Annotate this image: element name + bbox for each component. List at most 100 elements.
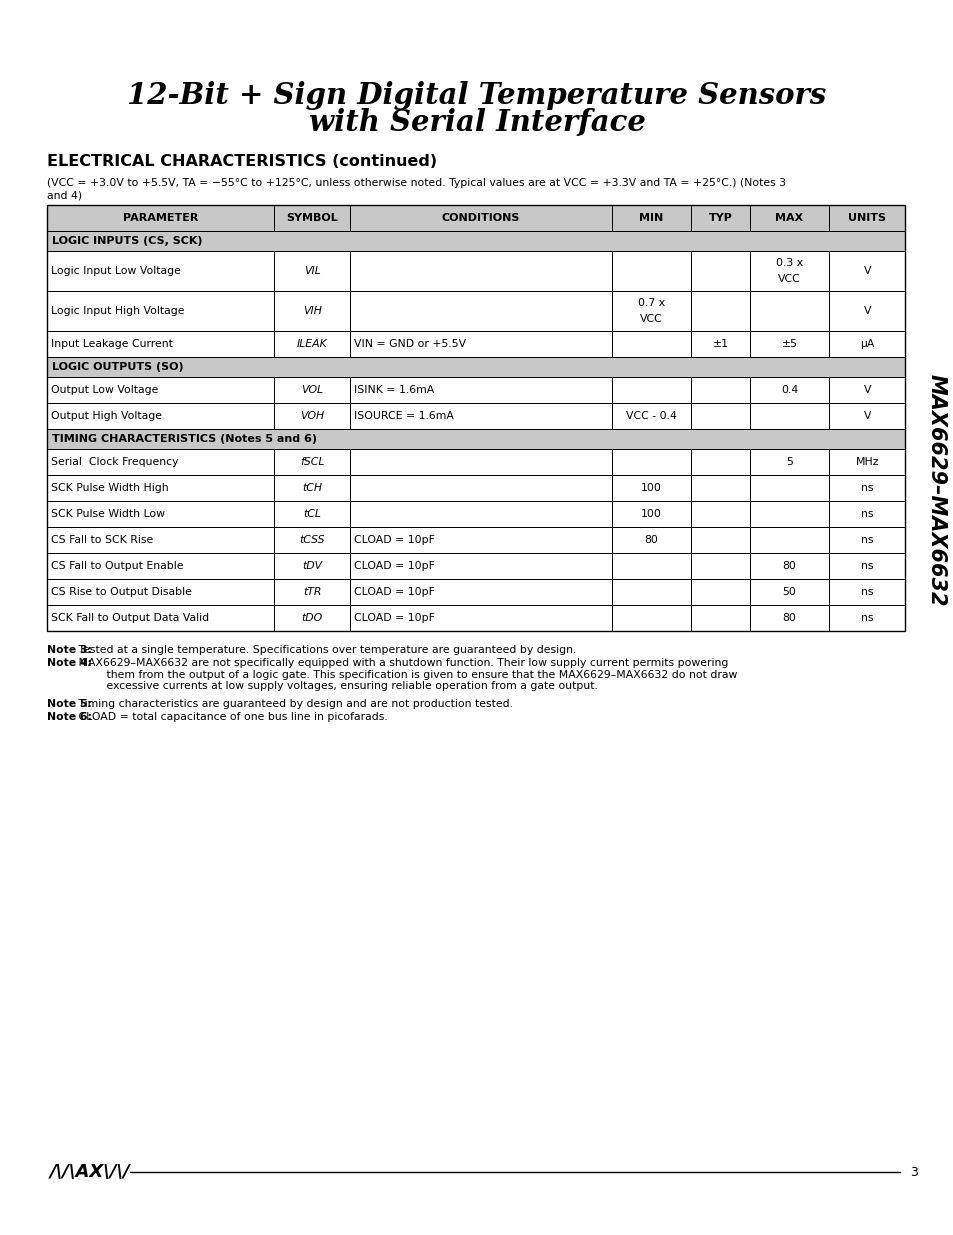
Bar	[691, 450, 749, 475]
Text: 100: 100	[640, 483, 661, 493]
Bar	[350, 205, 611, 231]
Bar	[274, 403, 350, 429]
Bar	[691, 403, 749, 429]
Text: 3: 3	[909, 1166, 917, 1178]
Text: CLOAD = total capacitance of one bus line in picofarads.: CLOAD = total capacitance of one bus lin…	[75, 713, 388, 722]
Text: 80: 80	[781, 613, 796, 622]
Text: 50: 50	[781, 587, 796, 597]
Bar	[47, 357, 904, 377]
Bar	[691, 605, 749, 631]
Text: Logic Input Low Voltage: Logic Input Low Voltage	[51, 266, 181, 275]
Text: tCSS: tCSS	[299, 535, 325, 545]
Bar	[611, 553, 691, 579]
Text: (VCC = +3.0V to +5.5V, TA = −55°C to +125°C, unless otherwise noted. Typical val: (VCC = +3.0V to +5.5V, TA = −55°C to +12…	[47, 178, 785, 188]
Bar	[828, 527, 904, 553]
Bar	[350, 527, 611, 553]
Text: SYMBOL: SYMBOL	[286, 212, 337, 224]
Text: Note 4:: Note 4:	[47, 658, 91, 668]
Bar	[749, 331, 828, 357]
Bar	[350, 475, 611, 501]
Bar	[274, 251, 350, 291]
Bar	[749, 527, 828, 553]
Text: ns: ns	[861, 613, 873, 622]
Text: CS Fall to SCK Rise: CS Fall to SCK Rise	[51, 535, 153, 545]
Text: Note 6:: Note 6:	[47, 713, 91, 722]
Text: μA: μA	[860, 338, 874, 350]
Bar	[691, 205, 749, 231]
Text: TYP: TYP	[708, 212, 732, 224]
Text: V: V	[862, 306, 870, 316]
Bar	[611, 251, 691, 291]
Bar	[828, 377, 904, 403]
Bar	[274, 450, 350, 475]
Bar	[274, 553, 350, 579]
Text: VCC: VCC	[778, 274, 801, 284]
Bar	[47, 377, 274, 403]
Text: CLOAD = 10pF: CLOAD = 10pF	[354, 561, 435, 571]
Text: CS Fall to Output Enable: CS Fall to Output Enable	[51, 561, 183, 571]
Bar	[611, 377, 691, 403]
Bar	[749, 605, 828, 631]
Text: ISOURCE = 1.6mA: ISOURCE = 1.6mA	[354, 411, 454, 421]
Text: Note 3:: Note 3:	[47, 645, 91, 655]
Bar	[274, 579, 350, 605]
Bar	[274, 377, 350, 403]
Bar	[274, 205, 350, 231]
Text: ELECTRICAL CHARACTERISTICS (continued): ELECTRICAL CHARACTERISTICS (continued)	[47, 154, 436, 169]
Bar	[47, 553, 274, 579]
Bar	[749, 291, 828, 331]
Bar	[691, 251, 749, 291]
Bar	[611, 403, 691, 429]
Bar	[691, 553, 749, 579]
Bar	[828, 501, 904, 527]
Text: CLOAD = 10pF: CLOAD = 10pF	[354, 587, 435, 597]
Text: V: V	[862, 266, 870, 275]
Text: ISINK = 1.6mA: ISINK = 1.6mA	[354, 385, 434, 395]
Bar	[691, 579, 749, 605]
Bar	[274, 605, 350, 631]
Bar	[274, 475, 350, 501]
Text: ns: ns	[861, 509, 873, 519]
Text: 100: 100	[640, 509, 661, 519]
Bar	[691, 475, 749, 501]
Text: 0.3 x: 0.3 x	[775, 258, 802, 268]
Bar	[828, 553, 904, 579]
Bar	[47, 605, 274, 631]
Bar	[749, 450, 828, 475]
Text: VCC: VCC	[639, 314, 662, 324]
Text: CS Rise to Output Disable: CS Rise to Output Disable	[51, 587, 192, 597]
Bar	[611, 475, 691, 501]
Text: PARAMETER: PARAMETER	[123, 212, 198, 224]
Text: ns: ns	[861, 535, 873, 545]
Text: CLOAD = 10pF: CLOAD = 10pF	[354, 613, 435, 622]
Bar	[47, 501, 274, 527]
Bar	[828, 475, 904, 501]
Bar	[47, 205, 274, 231]
Bar	[611, 450, 691, 475]
Text: SCK Fall to Output Data Valid: SCK Fall to Output Data Valid	[51, 613, 209, 622]
Bar	[274, 501, 350, 527]
Bar	[691, 291, 749, 331]
Bar	[691, 377, 749, 403]
Text: LOGIC OUTPUTS (SO): LOGIC OUTPUTS (SO)	[52, 362, 183, 372]
Bar	[611, 579, 691, 605]
Bar	[749, 205, 828, 231]
Text: 5: 5	[785, 457, 792, 467]
Bar	[828, 251, 904, 291]
Text: 12-Bit + Sign Digital Temperature Sensors: 12-Bit + Sign Digital Temperature Sensor…	[128, 80, 825, 110]
Text: ns: ns	[861, 561, 873, 571]
Bar	[47, 251, 274, 291]
Text: MAX6629–MAX6632 are not specifically equipped with a shutdown function. Their lo: MAX6629–MAX6632 are not specifically equ…	[75, 658, 737, 692]
Text: fSCL: fSCL	[299, 457, 324, 467]
Bar	[828, 605, 904, 631]
Bar	[47, 527, 274, 553]
Text: VIH: VIH	[302, 306, 321, 316]
Bar	[350, 553, 611, 579]
Text: VOL: VOL	[301, 385, 323, 395]
Bar	[47, 231, 904, 251]
Bar	[828, 331, 904, 357]
Bar	[47, 291, 274, 331]
Bar	[47, 475, 274, 501]
Bar	[350, 579, 611, 605]
Text: SCK Pulse Width High: SCK Pulse Width High	[51, 483, 169, 493]
